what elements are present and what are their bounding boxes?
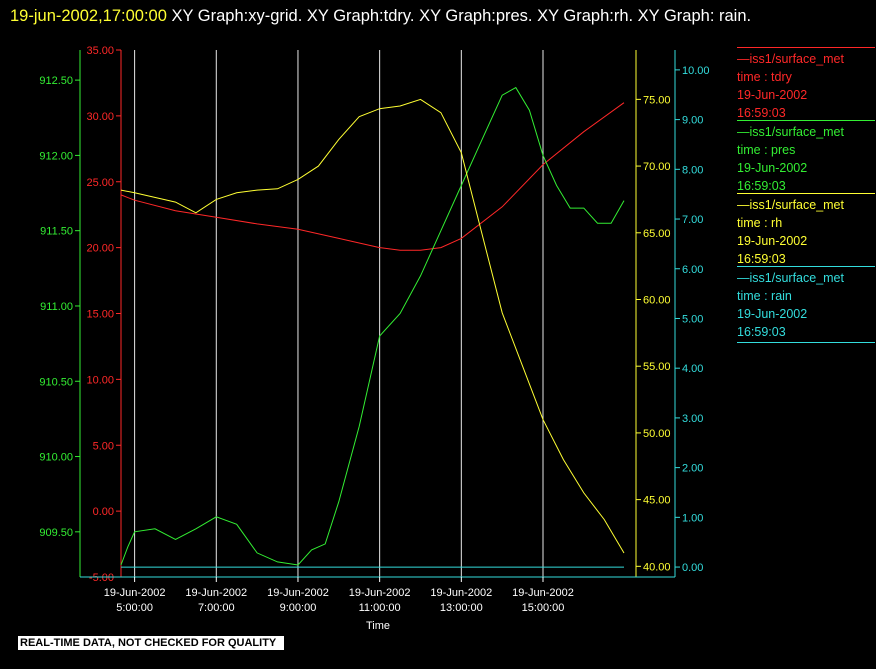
legend-rule-bottom [737, 342, 875, 343]
legend-date: 19-Jun-2002 [737, 234, 808, 248]
rh-series-line [120, 98, 625, 554]
grid [134, 50, 544, 577]
tdry-series-line [120, 102, 625, 251]
legend-source: —iss1/surface_met [737, 271, 844, 285]
x-axis: 19-Jun-2002 5:00:00 19-Jun-2002 7:00:00 19-J… [80, 576, 675, 632]
x-tick-time-label: 5:00:00 [116, 602, 153, 614]
tdry-tick-label: 5.00 [93, 440, 114, 452]
x-tick-time-label: 9:00:00 [280, 602, 317, 614]
legend-rule [737, 193, 875, 194]
x-tick-time-label: 15:00:00 [522, 602, 565, 614]
x-tick-date-label: 19-Jun-2002 [349, 587, 411, 599]
pres-tick-label: 912.00 [39, 150, 73, 162]
rh-tick-label: 50.00 [643, 428, 671, 440]
legend-variable: time : tdry [737, 70, 792, 84]
rain-tick-label: 0.00 [682, 562, 703, 574]
legend-entry-rh: —iss1/surface_met time : rh 19-Jun-2002 … [737, 193, 875, 268]
pres-tick-label: 912.50 [39, 75, 73, 87]
rain-tick-label: 10.00 [682, 65, 710, 77]
x-tick-date-label: 19-Jun-2002 [185, 587, 247, 599]
legend-source: —iss1/surface_met [737, 52, 844, 66]
series [120, 86, 625, 568]
x-tick-date-label: 19-Jun-2002 [512, 587, 574, 599]
pres-tick-label: 910.00 [39, 452, 73, 464]
rh-tick-label: 45.00 [643, 495, 671, 507]
tdry-tick-label: 30.00 [86, 111, 114, 123]
legend-time: 16:59:03 [737, 325, 786, 339]
rain-tick-label: 4.00 [682, 363, 703, 375]
legend-time: 16:59:03 [737, 106, 786, 120]
tdry-tick-label: 35.00 [86, 45, 114, 57]
rh-tick-label: 60.00 [643, 294, 671, 306]
graph-list: XY Graph:xy-grid. XY Graph:tdry. XY Grap… [171, 7, 752, 25]
rh-tick-label: 40.00 [643, 561, 671, 573]
rain-tick-label: 5.00 [682, 313, 703, 325]
legend-rule [737, 266, 875, 267]
rain-tick-label: 8.00 [682, 164, 703, 176]
rain-tick-label: 7.00 [682, 214, 703, 226]
rh-tick-label: 75.00 [643, 94, 671, 106]
tdry-tick-label: 15.00 [86, 309, 114, 321]
tdry-tick-label: 20.00 [86, 243, 114, 255]
legend-variable: time : rain [737, 289, 792, 303]
x-tick-date-label: 19-Jun-2002 [430, 587, 492, 599]
rh-tick-label: 70.00 [643, 161, 671, 173]
legend-rule [737, 47, 875, 48]
rain-tick-label: 9.00 [682, 115, 703, 127]
legend-time: 16:59:03 [737, 252, 786, 266]
pres-tick-label: 911.00 [40, 301, 73, 313]
tdry-tick-label: -5.00 [89, 572, 114, 584]
legend-entry-tdry: —iss1/surface_met time : tdry 19-Jun-200… [737, 47, 875, 122]
legend-entry-pres: —iss1/surface_met time : pres 19-Jun-200… [737, 120, 875, 195]
legend-variable: time : rh [737, 216, 783, 230]
x-tick-time-label: 13:00:00 [440, 602, 483, 614]
rain-tick-label: 3.00 [682, 413, 703, 425]
rain-tick-label: 2.00 [682, 463, 703, 475]
tdry-tick-label: 10.00 [86, 374, 114, 386]
pres-tick-label: 911.50 [40, 226, 73, 238]
legend-variable: time : pres [737, 143, 796, 157]
pres-tick-label: 909.50 [39, 527, 73, 539]
rh-tick-label: 55.00 [643, 361, 671, 373]
legend-source: —iss1/surface_met [737, 198, 844, 212]
tdry-tick-label: 0.00 [93, 506, 114, 518]
x-tick-date-label: 19-Jun-2002 [104, 587, 166, 599]
pres-tick-label: 910.50 [39, 376, 73, 388]
legend-date: 19-Jun-2002 [737, 307, 808, 321]
page-title: 19-jun-2002,17:00:00 XY Graph:xy-grid. X… [10, 2, 870, 31]
x-tick-time-label: 7:00:00 [198, 602, 235, 614]
quality-warning-banner: REAL-TIME DATA, NOT CHECKED FOR QUALITY [18, 636, 285, 650]
rain-tick-label: 1.00 [682, 512, 703, 524]
legend-time: 16:59:03 [737, 179, 786, 193]
rh-tick-label: 65.00 [643, 228, 671, 240]
legend-rule [737, 120, 875, 121]
tdry-tick-label: 25.00 [86, 177, 114, 189]
x-axis-label: Time [366, 620, 390, 632]
legend-date: 19-Jun-2002 [737, 161, 808, 175]
axes: 909.50 910.00 910.50 911.00 911.50 912.00 912.… [39, 45, 709, 584]
rain-tick-label: 6.00 [682, 264, 703, 276]
x-tick-time-label: 11:00:00 [359, 602, 401, 614]
x-tick-date-label: 19-Jun-2002 [267, 587, 329, 599]
legend-entry-rain: —iss1/surface_met time : rain 19-Jun-200… [737, 266, 875, 345]
legend-source: —iss1/surface_met [737, 125, 844, 139]
legend-date: 19-Jun-2002 [737, 88, 808, 102]
timestamp: 19-jun-2002,17:00:00 [10, 7, 167, 25]
pres-series-line [120, 86, 625, 566]
